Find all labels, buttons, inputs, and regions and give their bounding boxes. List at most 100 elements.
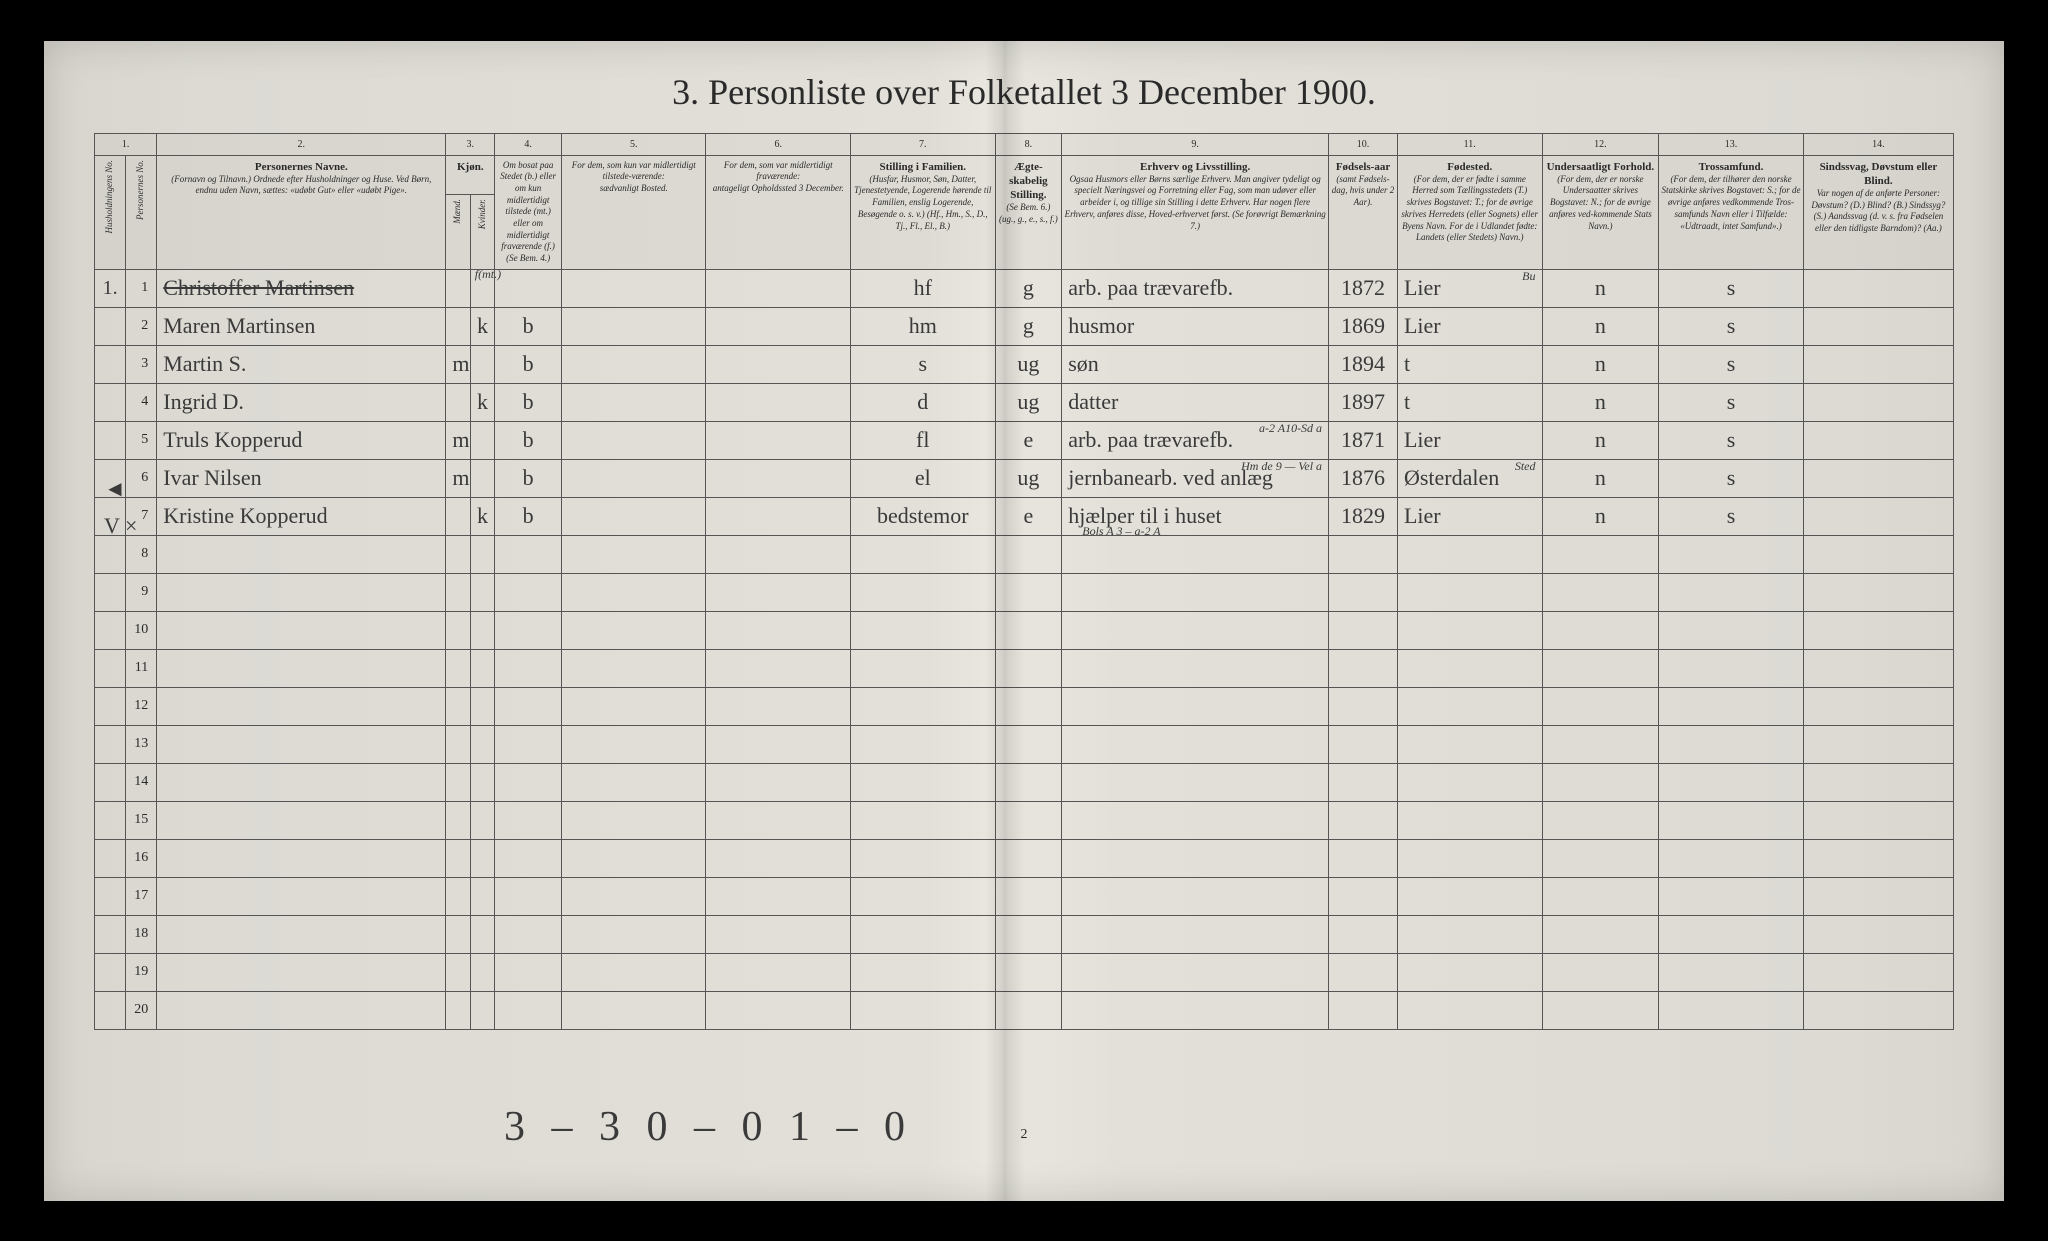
cell-rel <box>1659 763 1804 801</box>
cell-c14 <box>1803 383 1953 421</box>
cell-name: Maren Martinsen <box>157 307 446 345</box>
margin-mark-row5: ◄ <box>104 476 126 502</box>
table-row: 18 <box>95 915 1954 953</box>
cell-rownum: 8 <box>126 535 157 573</box>
cell-fam <box>851 953 996 991</box>
cell-m <box>446 763 470 801</box>
cell-name <box>157 725 446 763</box>
cell-fam <box>851 573 996 611</box>
cell-civ: g <box>995 269 1062 307</box>
cell-occ <box>1062 953 1329 991</box>
colhead-year: Fødsels-aar (samt Fødsels-dag, hvis unde… <box>1329 155 1398 269</box>
cell-household <box>95 991 126 1029</box>
table-row: 8 <box>95 535 1954 573</box>
cell-nat: n <box>1542 345 1659 383</box>
cell-c5 <box>561 269 706 307</box>
cell-m <box>446 801 470 839</box>
cell-civ <box>995 573 1062 611</box>
colhead-occ-main: Erhverv og Livsstilling. <box>1064 160 1326 174</box>
cell-nat <box>1542 877 1659 915</box>
cell-c6 <box>706 839 851 877</box>
bottom-annotation: 3 – 3 0 – 0 1 – 0 <box>504 1103 913 1151</box>
cell-k <box>470 611 494 649</box>
cell-birthplace: t <box>1397 383 1542 421</box>
cell-k <box>470 763 494 801</box>
cell-fam <box>851 763 996 801</box>
cell-birthplace <box>1397 611 1542 649</box>
table-row: 5Truls Kopperudmbflea-2 A10-Sd aarb. paa… <box>95 421 1954 459</box>
cell-household <box>95 801 126 839</box>
cell-civ <box>995 877 1062 915</box>
cell-c5 <box>561 763 706 801</box>
cell-c6 <box>706 497 851 535</box>
cell-k: k <box>470 383 494 421</box>
cell-status <box>495 763 562 801</box>
cell-rel <box>1659 611 1804 649</box>
cell-civ <box>995 801 1062 839</box>
colhead-name: Personernes Navne. (Fornavn og Tilnavn.)… <box>157 155 446 269</box>
cell-occ <box>1062 649 1329 687</box>
cell-birthplace <box>1397 649 1542 687</box>
cell-rel <box>1659 915 1804 953</box>
colnum-14: 14. <box>1803 133 1953 155</box>
cell-nat <box>1542 839 1659 877</box>
cell-household <box>95 535 126 573</box>
header-row-nums: 1. 2. 3. 4. 5. 6. 7. 8. 9. 10. 11. 12. 1… <box>95 133 1954 155</box>
cell-household <box>95 915 126 953</box>
cell-nat: n <box>1542 269 1659 307</box>
cell-k <box>470 687 494 725</box>
cell-c14 <box>1803 611 1953 649</box>
cell-fam <box>851 915 996 953</box>
cell-fam <box>851 991 996 1029</box>
colhead-c6-sub: antageligt Opholdssted 3 December. <box>708 183 848 195</box>
cell-m <box>446 383 470 421</box>
cell-name <box>157 915 446 953</box>
cell-status: b <box>495 383 562 421</box>
cell-c6 <box>706 307 851 345</box>
colhead-rel-sub: (For dem, der tilhører den norske Statsk… <box>1661 174 1801 232</box>
cell-status <box>495 611 562 649</box>
cell-c5 <box>561 573 706 611</box>
document-title: 3. Personliste over Folketallet 3 Decemb… <box>94 71 1954 113</box>
cell-c14 <box>1803 839 1953 877</box>
table-row: 15 <box>95 801 1954 839</box>
cell-m: m <box>446 459 470 497</box>
cell-name <box>157 763 446 801</box>
cell-occ <box>1062 801 1329 839</box>
cell-birthplace <box>1397 763 1542 801</box>
cell-nat <box>1542 991 1659 1029</box>
cell-rel <box>1659 687 1804 725</box>
colhead-k: Kvinder. <box>470 195 494 269</box>
cell-m <box>446 991 470 1029</box>
cell-c5 <box>561 725 706 763</box>
cell-birthplace: StedØsterdalen <box>1397 459 1542 497</box>
colhead-c6: For dem, som var midlertidigt fraværende… <box>706 155 851 269</box>
cell-civ <box>995 611 1062 649</box>
table-row: 19 <box>95 953 1954 991</box>
cell-c5 <box>561 345 706 383</box>
cell-year: 1876 <box>1329 459 1398 497</box>
table-row: 1.1Christoffer Martinsenf(mt.)hfgarb. pa… <box>95 269 1954 307</box>
cell-occ <box>1062 535 1329 573</box>
cell-occ <box>1062 763 1329 801</box>
cell-civ: e <box>995 497 1062 535</box>
cell-c5 <box>561 687 706 725</box>
cell-m <box>446 535 470 573</box>
cell-name <box>157 649 446 687</box>
cell-household: 1. <box>95 269 126 307</box>
cell-rownum: 3 <box>126 345 157 383</box>
colnum-3: 3. <box>446 133 495 155</box>
cell-c5 <box>561 877 706 915</box>
cell-civ: ug <box>995 383 1062 421</box>
cell-k <box>470 345 494 383</box>
cell-rownum: 20 <box>126 991 157 1029</box>
cell-m <box>446 269 470 307</box>
cell-status: b <box>495 421 562 459</box>
cell-birthplace <box>1397 839 1542 877</box>
table-row: 10 <box>95 611 1954 649</box>
cell-c14 <box>1803 269 1953 307</box>
cell-birthplace <box>1397 725 1542 763</box>
cell-nat: n <box>1542 421 1659 459</box>
cell-name <box>157 801 446 839</box>
colhead-rel: Trossamfund. (For dem, der tilhører den … <box>1659 155 1804 269</box>
